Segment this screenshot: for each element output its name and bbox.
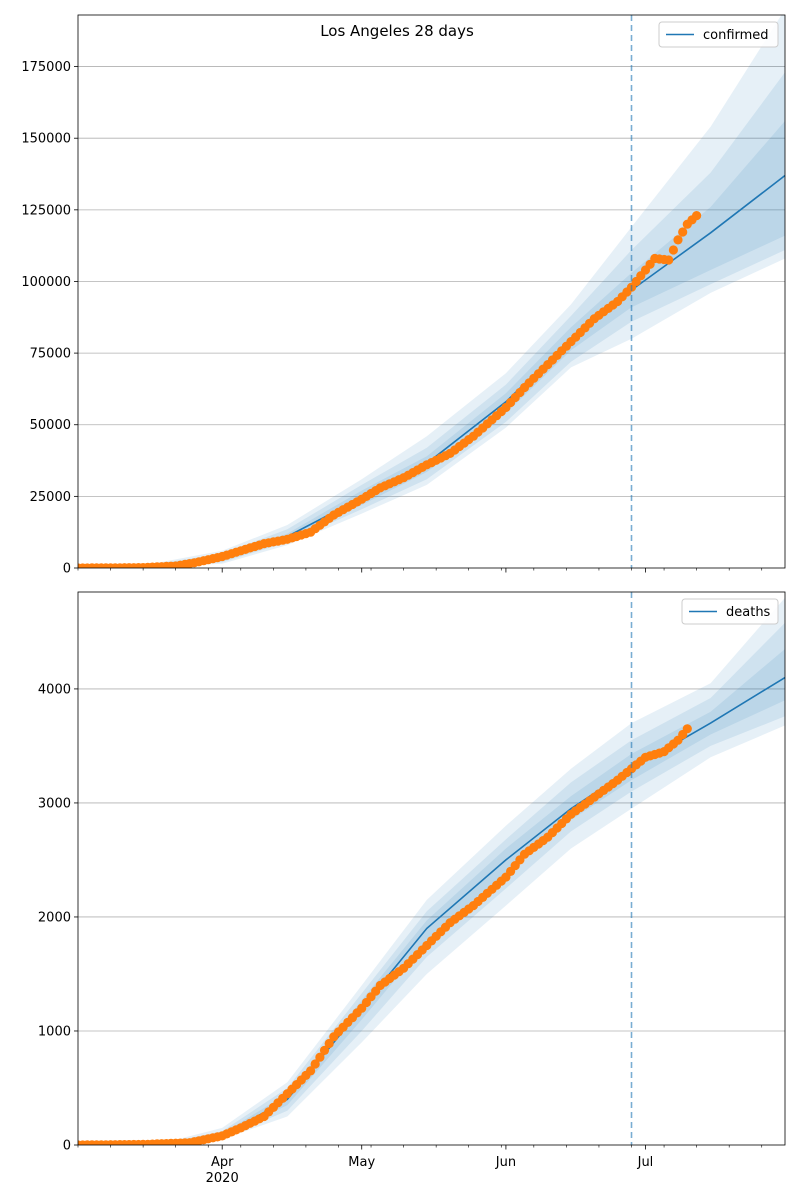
legend-label: deaths [726, 605, 771, 620]
x-tick-label-line: 2020 [206, 1171, 239, 1186]
uncertainty-band [78, 649, 785, 1145]
observed-point [692, 211, 702, 221]
y-tick-label: 0 [63, 562, 71, 577]
x-tick-label-line: May [348, 1155, 375, 1170]
x-tick-label: Jul [637, 1155, 654, 1170]
y-tick-label: 75000 [30, 347, 71, 362]
y-tick-label: 50000 [30, 418, 71, 433]
legend-box [658, 21, 779, 48]
observed-point [664, 255, 674, 265]
uncertainty-band [78, 72, 785, 568]
observed-point [678, 227, 688, 237]
x-tick-label-line: Apr [211, 1155, 234, 1170]
observed-point [315, 1052, 325, 1062]
axes-frame [77, 591, 786, 1146]
observed-point [319, 1045, 330, 1055]
legend-label: confirmed [703, 28, 769, 43]
y-tick-label: 2000 [38, 910, 71, 925]
x-tick-label-line: Jun [495, 1155, 516, 1170]
confirmed-panel: 0 25000 50000 75000 100000 125000 150000 175000… [21, 14, 786, 577]
y-tick-label: 150000 [21, 132, 71, 147]
x-tick-label: May [348, 1155, 375, 1170]
axes-frame [77, 14, 786, 569]
observed-point [682, 724, 692, 734]
chart-title: Los Angeles 28 days [320, 22, 474, 40]
deaths-panel: 0 1000 2000 3000 4000 Apr 2020 May Jun Jul deaths [38, 591, 786, 1186]
y-tick-label: 175000 [21, 60, 71, 75]
observed-point [324, 1038, 334, 1049]
y-tick-label: 100000 [21, 275, 71, 290]
y-tick-label: 3000 [38, 796, 71, 811]
y-tick-label: 125000 [21, 203, 71, 218]
plot-area [78, 15, 785, 568]
x-tick-label: Apr 2020 [206, 1155, 239, 1186]
plot-area [78, 597, 785, 1145]
uncertainty-band [78, 15, 785, 568]
observed-point [673, 235, 683, 245]
observed-point [668, 245, 679, 255]
x-tick-label: Jun [495, 1155, 516, 1170]
y-tick-label: 0 [63, 1139, 71, 1154]
legend-box [681, 598, 779, 625]
uncertainty-band [78, 597, 785, 1145]
observed-point [306, 1066, 316, 1076]
x-tick-label-line: Jul [637, 1155, 654, 1170]
y-tick-label: 25000 [30, 490, 71, 505]
observed-point [310, 1059, 320, 1069]
y-tick-label: 4000 [38, 682, 71, 697]
y-tick-label: 1000 [38, 1024, 71, 1039]
